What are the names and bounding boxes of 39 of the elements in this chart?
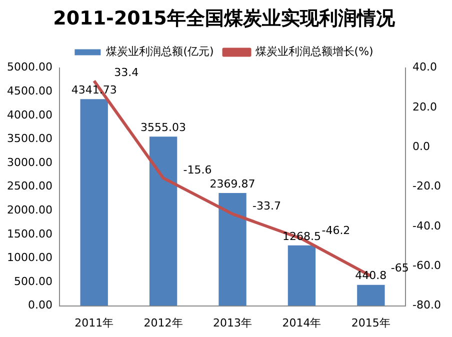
bar [288, 245, 316, 306]
data-label: -15.6 [183, 163, 212, 176]
x-tick-label: 2012年 [144, 316, 183, 330]
y2-tick-label: -60.0 [412, 258, 442, 272]
x-tick-label: 2013年 [213, 316, 252, 330]
data-label: -33.7 [252, 199, 281, 212]
y-tick-label: 5000.00 [6, 60, 52, 74]
legend-label: 煤炭业利润总额增长(%) [255, 45, 374, 58]
bar [357, 284, 385, 306]
y-tick-label: 1500.00 [6, 227, 52, 240]
y-tick-label: 1000.00 [6, 251, 52, 264]
x-tick-label: 2015年 [351, 316, 390, 330]
data-label: 33.4 [114, 66, 139, 80]
y-tick-label: 0.00 [28, 298, 52, 312]
bar [218, 192, 246, 306]
y-tick-label: 3000.00 [6, 156, 52, 169]
y-tick-label: 500.00 [14, 274, 52, 288]
y-tick-label: 4000.00 [6, 108, 52, 122]
data-label: 2369.87 [210, 177, 256, 190]
x-tick-label: 2014年 [282, 316, 322, 330]
y-tick-label: 2000.00 [6, 203, 52, 216]
y2-tick-label: 40.0 [412, 60, 438, 74]
bar [149, 136, 178, 306]
bar [80, 99, 108, 306]
legend-label: 煤炭业利润总额(亿元) [106, 45, 214, 58]
y2-tick-label: 0.0 [412, 140, 430, 153]
data-label: -65 [390, 261, 409, 274]
y2-tick-label: -40.0 [412, 219, 442, 232]
y2-tick-label: 20.0 [412, 100, 438, 114]
y-tick-label: 4500.00 [6, 84, 52, 98]
y2-tick-label: -80.0 [412, 298, 442, 312]
y-tick-label: 3500.00 [6, 132, 52, 146]
chart-title: 2011-2015年全国煤炭业实现利润情况 [53, 7, 396, 30]
x-tick-label: 2011年 [74, 316, 114, 330]
y-tick-label: 2500.00 [6, 180, 52, 193]
data-label: 440.8 [355, 269, 387, 282]
data-label: 3555.03 [140, 120, 186, 134]
data-label: -46.2 [322, 224, 350, 238]
y2-tick-label: -20.0 [412, 180, 442, 193]
